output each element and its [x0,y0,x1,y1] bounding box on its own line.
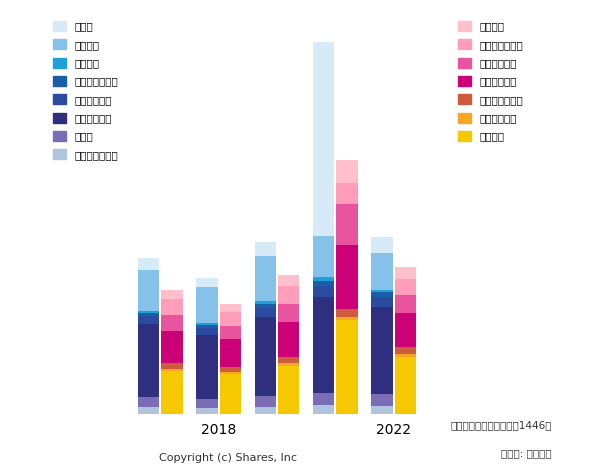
Bar [313,236,334,277]
Bar [255,397,276,407]
Bar [196,408,218,414]
Bar [161,371,182,414]
Bar [161,315,182,331]
Bar [395,267,416,279]
Bar [278,286,299,304]
Bar [161,331,182,363]
Bar [337,160,358,183]
Bar [196,287,218,323]
Bar [337,317,358,320]
Bar [313,297,334,392]
Text: 株式会社キャンディル（1446）: 株式会社キャンディル（1446） [451,420,552,430]
Bar [138,397,159,407]
Bar [395,347,416,354]
Bar [337,320,358,414]
Bar [220,373,241,374]
Bar [138,313,159,316]
Bar [196,323,218,325]
Bar [395,279,416,295]
Bar [255,407,276,414]
Bar [138,258,159,270]
Bar [196,335,218,399]
Bar [220,339,241,367]
Bar [138,316,159,324]
Bar [196,278,218,287]
Bar [255,256,276,301]
Bar [220,312,241,326]
Bar [138,407,159,414]
Bar [313,281,334,286]
Bar [161,290,182,299]
Legend: 仕入債務, その他流動負債, 短期借入金等, 長期借入金等, その他固定負債, 少数株主持分, 株主資本: 仕入債務, その他流動負債, 短期借入金等, 長期借入金等, その他固定負債, … [458,21,523,141]
Bar [395,313,416,347]
Bar [337,309,358,317]
Text: （単位: 百万円）: （単位: 百万円） [502,448,552,458]
Bar [255,242,276,256]
Bar [371,292,392,297]
Bar [395,357,416,414]
Bar [395,354,416,357]
Bar [313,277,334,281]
Bar [371,253,392,290]
Bar [278,275,299,286]
Bar [255,308,276,317]
Bar [313,42,334,236]
Bar [138,324,159,397]
Bar [196,325,218,329]
Bar [313,405,334,414]
Bar [337,244,358,309]
Bar [196,329,218,335]
Bar [220,367,241,373]
Bar [395,295,416,313]
Bar [278,322,299,357]
Bar [196,399,218,408]
Bar [138,311,159,313]
Bar [278,366,299,414]
Bar [220,374,241,414]
Bar [313,392,334,405]
Bar [337,183,358,204]
Text: Copyright (c) Shares, Inc: Copyright (c) Shares, Inc [159,453,297,462]
Bar [255,304,276,308]
Bar [371,307,392,394]
Bar [337,204,358,244]
Bar [220,326,241,339]
Bar [371,394,392,406]
Bar [220,304,241,312]
Bar [278,304,299,322]
Bar [161,299,182,315]
Bar [371,237,392,253]
Bar [255,301,276,304]
Bar [278,357,299,363]
Bar [371,297,392,307]
Bar [371,290,392,292]
Bar [313,286,334,297]
Bar [161,369,182,371]
Bar [138,270,159,311]
Bar [278,363,299,366]
Bar [255,317,276,397]
Bar [371,406,392,414]
Bar [161,363,182,369]
